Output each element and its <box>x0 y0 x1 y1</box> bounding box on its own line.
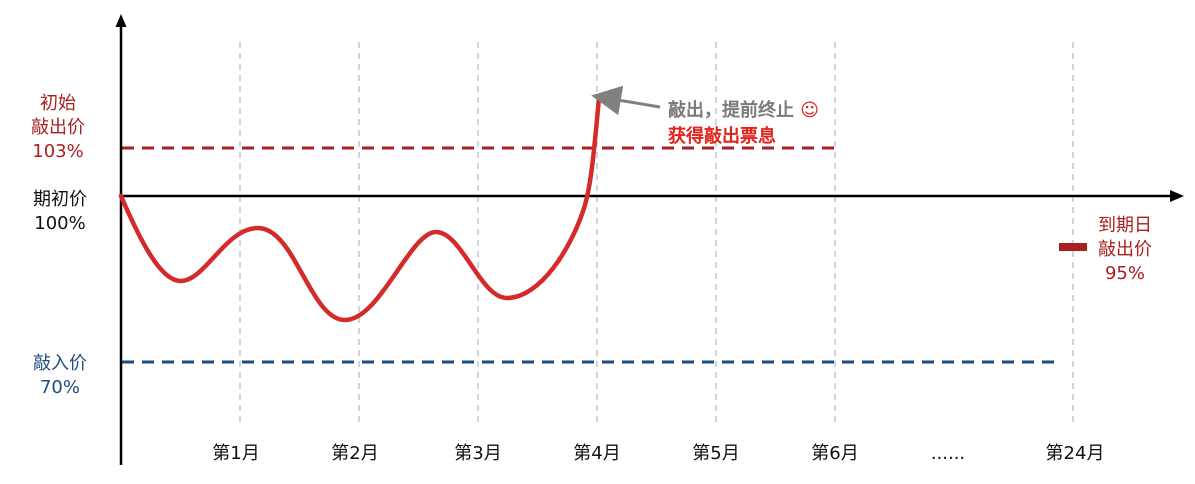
initial-knockout-label-line1: 初始 <box>40 93 76 114</box>
knockin-label: 敲入价 70% <box>28 352 92 400</box>
initial-knockout-label-line2: 敲出价 <box>31 117 85 138</box>
month-label-ellipsis: ...... <box>930 443 966 464</box>
axes <box>115 14 1184 465</box>
month-label-6: 第6月 <box>811 443 859 464</box>
month-label-3: 第3月 <box>454 443 502 464</box>
start-price-value: 100% <box>34 213 86 234</box>
price-path <box>118 95 602 323</box>
maturity-knockout-value: 95% <box>1104 263 1145 284</box>
coupon-annotation: 获得敲出票息 <box>668 126 776 147</box>
initial-knockout-value: 103% <box>32 141 84 162</box>
smiley-icon: ☺ <box>800 100 820 121</box>
start-price-label: 期初价 100% <box>28 188 92 236</box>
month-gridlines <box>239 42 1074 425</box>
month-label-24: 第24月 <box>1045 443 1105 464</box>
initial-knockout-label: 初始 敲出价 103% <box>28 92 88 164</box>
knockin-label-text: 敲入价 <box>33 353 87 374</box>
maturity-knockout-label: 到期日 敲出价 95% <box>1090 214 1160 286</box>
month-label-4: 第4月 <box>573 443 621 464</box>
month-label-5: 第5月 <box>692 443 740 464</box>
knockout-annotation: 敲出，提前终止 ☺ <box>668 96 819 122</box>
maturity-knockout-label-line2: 敲出价 <box>1098 239 1152 260</box>
maturity-knockout-marker <box>1059 243 1087 251</box>
maturity-knockout-label-line1: 到期日 <box>1098 215 1152 236</box>
x-axis-arrowhead <box>1170 190 1184 202</box>
y-axis-arrowhead <box>115 14 127 27</box>
month-label-2: 第2月 <box>331 443 379 464</box>
knockout-annotation-text: 敲出，提前终止 <box>668 100 794 121</box>
knockout-arrow <box>591 85 661 116</box>
month-label-1: 第1月 <box>212 443 260 464</box>
knockin-value: 70% <box>39 377 80 398</box>
start-price-label-text: 期初价 <box>33 189 87 210</box>
